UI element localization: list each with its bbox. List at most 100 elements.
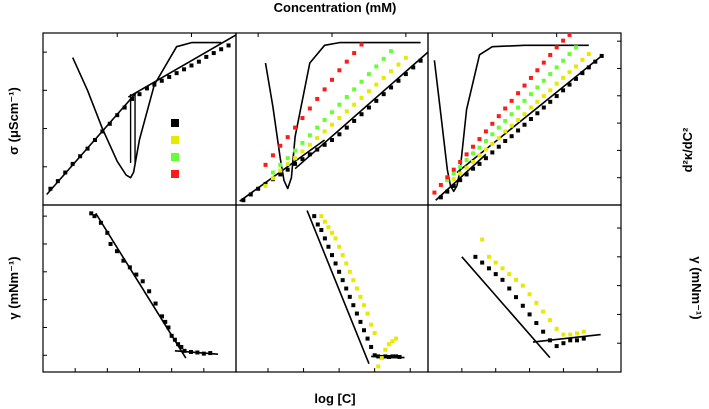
d2k-curve (71, 41, 222, 179)
data-point-30 (337, 244, 342, 249)
data-point-25 (144, 86, 149, 91)
data-point-40 (300, 116, 305, 121)
data-point-30 (366, 89, 371, 94)
data-point-25 (211, 51, 216, 56)
data-point-25 (486, 266, 491, 271)
data-point-30 (386, 342, 391, 347)
data-point-30 (340, 253, 345, 258)
data-point-25 (208, 351, 213, 356)
data-point-25 (358, 319, 363, 324)
data-point-25 (285, 167, 290, 172)
data-point-25 (121, 258, 126, 263)
panel-b-frame (235, 32, 429, 206)
legend-swatch-30 (171, 136, 179, 144)
data-point-30 (379, 356, 384, 361)
data-point-25 (458, 178, 463, 183)
data-point-35 (464, 158, 469, 163)
data-point-30 (372, 331, 377, 336)
data-point-30 (581, 329, 586, 334)
data-point-25 (471, 166, 476, 171)
data-point-25 (344, 125, 349, 130)
data-point-25 (390, 354, 395, 359)
data-point-40 (438, 182, 443, 187)
data-point-40 (293, 125, 298, 130)
data-point-35 (567, 52, 572, 57)
data-point-30 (319, 214, 324, 219)
data-point-35 (381, 56, 386, 61)
data-point-35 (509, 112, 514, 117)
data-point-30 (333, 236, 338, 241)
data-point-25 (493, 272, 498, 277)
data-point-30 (496, 136, 501, 141)
data-point-25 (580, 71, 585, 76)
data-point-40 (516, 91, 521, 96)
right-ylabel-bottom: γ (mNm⁻¹) (689, 256, 704, 319)
data-point-25 (167, 74, 172, 79)
plots (42, 32, 622, 373)
data-point-25 (397, 354, 402, 359)
data-point-25 (527, 312, 532, 317)
legend-swatch-40 (171, 170, 179, 178)
data-point-25 (55, 179, 60, 184)
data-point-25 (89, 211, 94, 216)
fit-line (461, 256, 551, 359)
data-point-25 (573, 76, 578, 81)
data-point-25 (352, 118, 357, 123)
data-point-30 (337, 116, 342, 121)
data-point-30 (554, 81, 559, 86)
data-point-35 (490, 132, 495, 137)
panel-c (432, 32, 604, 201)
data-point-25 (541, 329, 546, 334)
data-point-25 (85, 146, 90, 151)
data-point-35 (352, 87, 357, 92)
data-point-30 (528, 105, 533, 110)
data-point-30 (520, 283, 525, 288)
data-point-25 (337, 269, 342, 274)
data-point-40 (471, 144, 476, 149)
data-point-25 (503, 138, 508, 143)
data-point-25 (326, 244, 331, 249)
data-point-40 (278, 143, 283, 148)
data-point-30 (490, 141, 495, 146)
data-point-25 (445, 189, 450, 194)
fit-line (46, 92, 137, 196)
data-point-35 (503, 118, 508, 123)
data-point-25 (322, 236, 327, 241)
data-point-25 (586, 65, 591, 70)
data-point-25 (278, 172, 283, 177)
data-point-40 (344, 59, 349, 64)
data-point-25 (333, 261, 338, 266)
data-point-30 (451, 177, 456, 182)
data-point-35 (293, 148, 298, 153)
data-point-40 (359, 42, 364, 47)
data-point-25 (201, 351, 206, 356)
data-point-30 (322, 129, 327, 134)
data-point-35 (541, 78, 546, 83)
data-point-35 (458, 164, 463, 169)
data-point-25 (127, 265, 132, 270)
legend-swatch-25 (171, 119, 179, 127)
data-point-25 (344, 286, 349, 291)
data-point-35 (337, 102, 342, 107)
data-point-40 (483, 129, 488, 134)
data-point-25 (581, 336, 586, 341)
data-point-25 (477, 161, 482, 166)
data-point-25 (108, 241, 113, 246)
data-point-30 (263, 183, 268, 188)
data-point-35 (561, 58, 566, 63)
data-point-25 (561, 88, 566, 93)
data-point-35 (573, 45, 578, 50)
data-point-35 (483, 138, 488, 143)
data-point-25 (163, 319, 168, 324)
data-point-25 (179, 344, 184, 349)
data-point-30 (541, 94, 546, 99)
data-point-40 (503, 106, 508, 111)
data-point-35 (330, 110, 334, 115)
data-point-25 (351, 303, 356, 308)
data-point-30 (471, 160, 476, 164)
data-point-25 (554, 94, 559, 99)
data-point-30 (507, 272, 512, 277)
data-point-30 (580, 57, 585, 62)
data-point-25 (507, 286, 512, 291)
data-point-35 (471, 151, 476, 156)
